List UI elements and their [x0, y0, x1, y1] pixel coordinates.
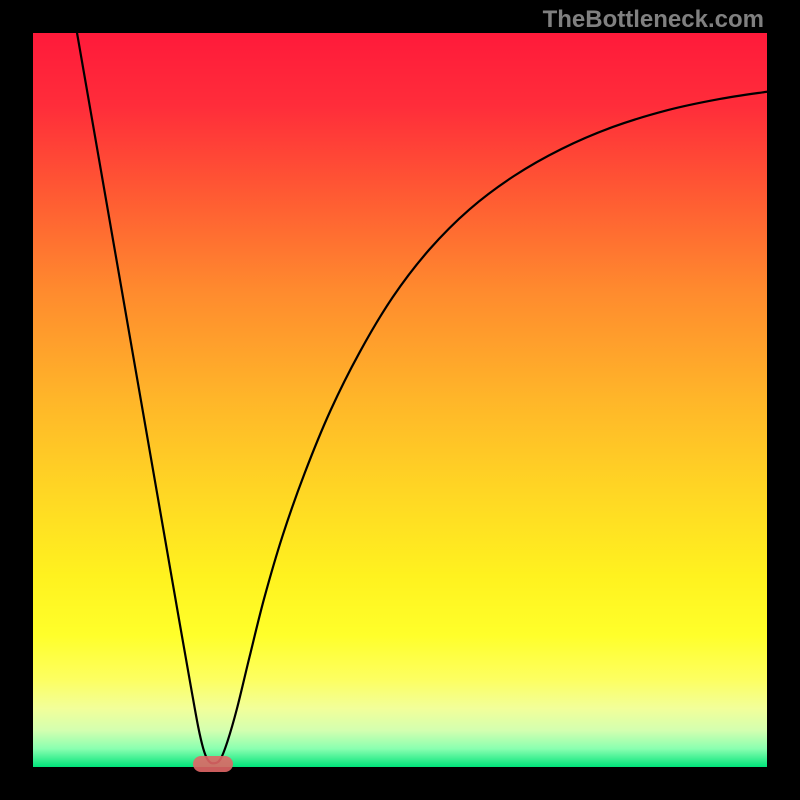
bottleneck-curve [33, 33, 767, 767]
chart-container: { "canvas": { "width": 800, "height": 80… [0, 0, 800, 800]
watermark-text: TheBottleneck.com [543, 6, 764, 34]
plot-area [33, 33, 767, 767]
optimal-point-marker [193, 756, 233, 772]
